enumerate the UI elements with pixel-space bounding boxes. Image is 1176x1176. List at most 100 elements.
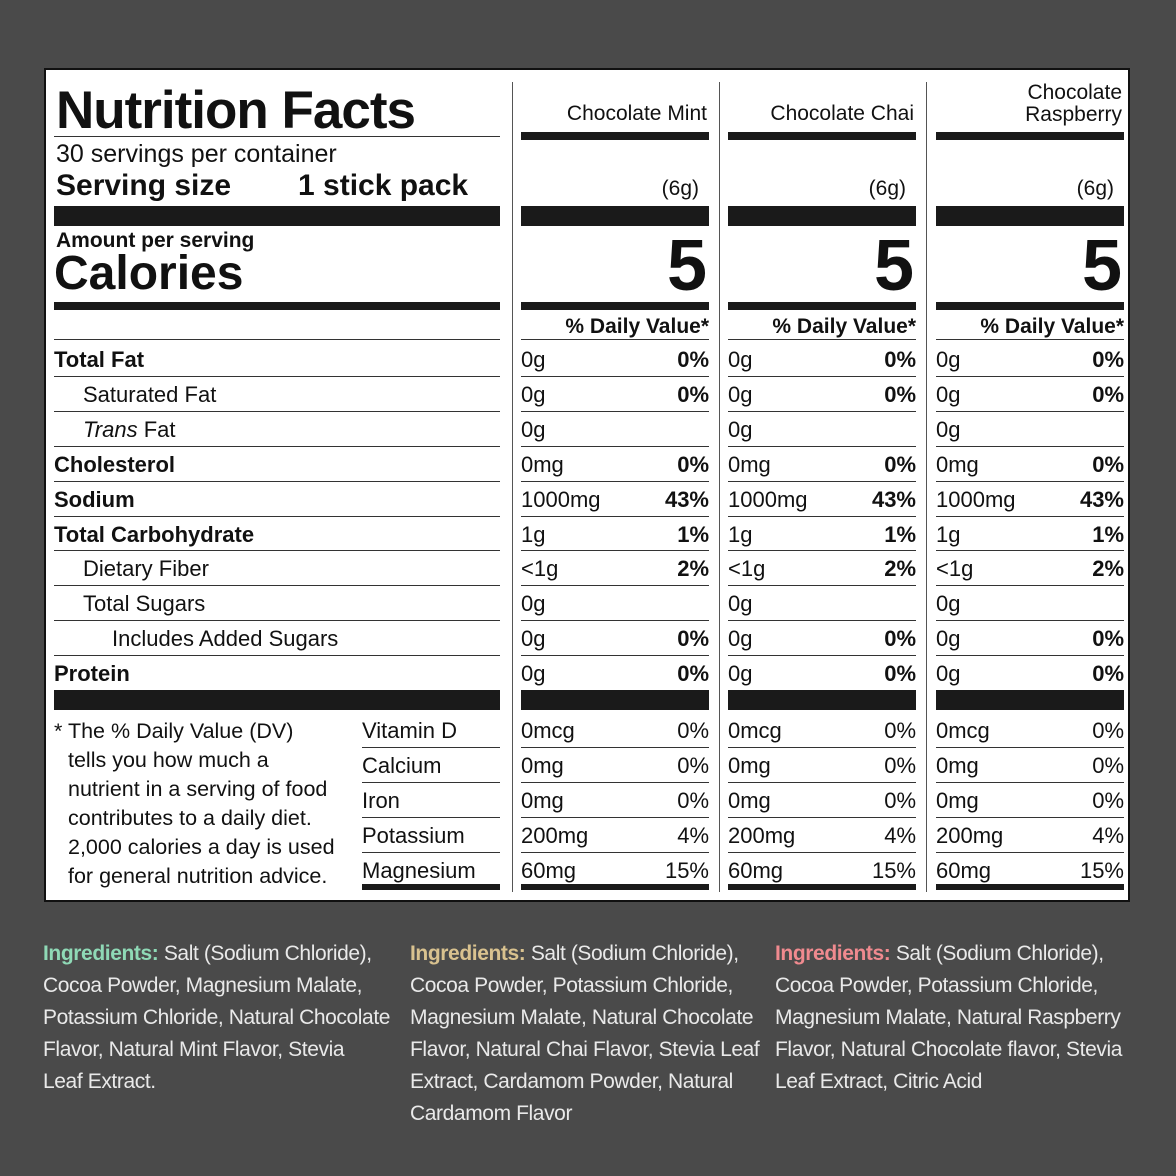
mineral-value: 0mg xyxy=(728,788,771,813)
mineral-row-rule xyxy=(936,782,1124,783)
thick-rule-top xyxy=(936,206,1124,226)
ingredients-line: Flavor, Natural Chocolate flavor, Stevia xyxy=(775,1038,1123,1061)
nutrient-row-rule xyxy=(936,515,1124,517)
mineral-row-rule xyxy=(936,817,1124,818)
nutrient-row-rule xyxy=(521,550,709,552)
nutrient-row-rule xyxy=(728,445,916,447)
calories-rule xyxy=(728,302,916,310)
nutrient-value: <1g xyxy=(936,556,974,582)
nutrient-value: 0g xyxy=(521,661,546,687)
mineral-row-rule xyxy=(936,852,1124,853)
mineral-row-rule xyxy=(362,782,500,783)
nutrient-row-rule xyxy=(54,655,500,657)
mineral-dv: 0% xyxy=(677,788,709,813)
nutrient-row-rule xyxy=(521,585,709,587)
ingredients-line: Cocoa Powder, Potassium Chloride, xyxy=(775,974,1098,997)
nutrient-row-rule xyxy=(54,550,500,552)
mineral-dv: 0% xyxy=(884,753,916,778)
nutrient-row-rule xyxy=(936,375,1124,377)
calories-rule xyxy=(54,302,500,310)
nutrient-row-rule xyxy=(54,515,500,517)
nutrition-facts-title: Nutrition Facts xyxy=(56,81,416,140)
ingredients-line: Magnesium Malate, Natural Chocolate xyxy=(410,1006,754,1029)
ingredients-line: Cocoa Powder, Potassium Chloride, xyxy=(410,974,733,997)
nutrient-label: Total Sugars xyxy=(83,591,206,617)
nutrient-dv: 2% xyxy=(884,556,916,582)
nutrient-dv: 0% xyxy=(677,626,709,652)
title-divider xyxy=(54,136,500,137)
ingredients-block: Ingredients: Salt (Sodium Chloride), Coco… xyxy=(775,938,1135,1098)
nutrient-value: 0g xyxy=(936,347,961,372)
mineral-value: 0mcg xyxy=(521,718,575,743)
nutrient-label: Sodium xyxy=(54,486,135,512)
nutrient-value: 0g xyxy=(728,661,753,687)
dv-header-rule xyxy=(728,339,916,340)
mineral-row-rule xyxy=(728,817,916,818)
nutrient-row-rule xyxy=(728,585,916,587)
nutrient-value: 0g xyxy=(936,416,961,442)
thick-rule-bottom xyxy=(728,690,916,710)
mineral-value: 60mg xyxy=(936,858,992,883)
mineral-label: Magnesium xyxy=(362,858,476,883)
nutrient-row-rule xyxy=(936,410,1124,412)
mineral-dv: 0% xyxy=(1092,788,1124,813)
ingredients-line: Magnesium Malate, Natural Raspberry xyxy=(775,1006,1121,1029)
mineral-value: 0mg xyxy=(728,753,771,778)
mineral-row-rule xyxy=(521,747,709,748)
nutrient-dv: 1% xyxy=(1092,521,1124,547)
nutrient-dv: 0% xyxy=(1092,626,1124,652)
nutrient-value: 0g xyxy=(521,347,546,372)
mineral-value: 200mg xyxy=(936,823,1004,848)
nutrient-value: 1g xyxy=(521,521,546,547)
nutrient-dv: 0% xyxy=(884,626,916,652)
nutrient-value: 1g xyxy=(936,521,961,547)
nutrient-label: Includes Added Sugars xyxy=(112,626,339,652)
nutrient-row-rule xyxy=(728,515,916,517)
nutrient-row-rule xyxy=(521,375,709,377)
calories-rule xyxy=(521,302,709,310)
nutrient-value: 0g xyxy=(936,381,961,407)
nutrient-label: Dietary Fiber xyxy=(83,556,209,582)
nutrient-row-rule xyxy=(936,655,1124,657)
nutrient-row-rule xyxy=(936,620,1124,622)
nutrient-row-rule xyxy=(936,480,1124,482)
nutrient-row-rule xyxy=(54,410,500,412)
nutrient-row-rule xyxy=(54,445,500,447)
nutrient-value: 1g xyxy=(728,521,753,547)
nutrient-label: Saturated Fat xyxy=(83,381,217,407)
nutrient-dv: 0% xyxy=(1092,451,1124,477)
mineral-row-rule xyxy=(728,852,916,853)
mineral-dv: 4% xyxy=(677,823,709,848)
nutrient-value: 1000mg xyxy=(728,486,808,512)
nutrient-row-rule xyxy=(54,375,500,377)
nutrient-value: 0g xyxy=(728,626,753,652)
mineral-row-rule xyxy=(362,817,500,818)
nutrient-value: 0g xyxy=(521,626,546,652)
nutrient-dv: 2% xyxy=(1092,556,1124,582)
column-separator xyxy=(719,82,720,892)
nutrient-dv: 0% xyxy=(884,451,916,477)
thick-rule-bottom xyxy=(936,690,1124,710)
nutrient-dv: 43% xyxy=(664,486,709,512)
ingredients-line: Flavor, Natural Mint Flavor, Stevia xyxy=(43,1038,345,1061)
mineral-label: Potassium xyxy=(362,823,465,848)
nutrient-dv: 1% xyxy=(884,521,916,547)
serving-weight: (6g) xyxy=(868,177,906,200)
nutrient-value: 0g xyxy=(521,381,546,407)
mineral-row-rule xyxy=(362,747,500,748)
calories-value: 5 xyxy=(873,226,914,306)
nutrient-dv: 0% xyxy=(677,661,709,687)
dv-header: % Daily Value* xyxy=(772,315,916,338)
mineral-row-rule xyxy=(521,817,709,818)
mineral-label: Calcium xyxy=(362,753,442,778)
dv-header: % Daily Value* xyxy=(565,315,709,338)
nutrient-value: 0g xyxy=(936,661,961,687)
nutrient-value: 0g xyxy=(936,591,961,617)
nutrient-dv: 2% xyxy=(677,556,709,582)
product-header-rule xyxy=(936,132,1124,140)
nutrient-row-rule xyxy=(728,410,916,412)
thick-rule-top xyxy=(54,206,500,226)
column-separator xyxy=(926,82,927,892)
ingredients-line: Potassium Chloride, Natural Chocolate xyxy=(43,1006,391,1029)
nutrient-row-rule xyxy=(521,515,709,517)
